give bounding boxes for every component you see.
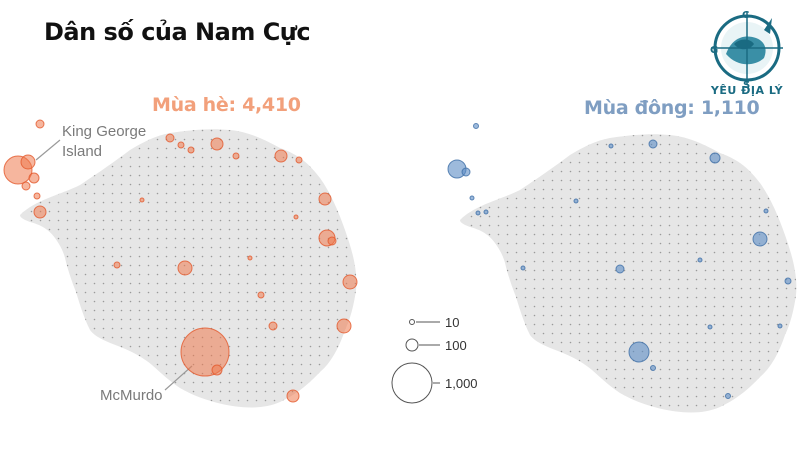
station-bubble [342, 274, 358, 290]
station-bubble [648, 139, 658, 149]
station-bubble [608, 143, 614, 149]
station-bubble [520, 265, 526, 271]
yeu-dia-ly-logo: C G S YÊU ĐỊA LÝ [704, 8, 790, 106]
station-bubble [293, 214, 299, 220]
station-bubble [165, 133, 175, 143]
station-bubble [483, 209, 489, 215]
king-george-leader-line [35, 139, 61, 161]
station-bubble [784, 277, 792, 285]
station-bubble [180, 327, 230, 377]
summer-population-label: Mùa hè: 4,410 [152, 94, 301, 116]
station-bubble [20, 154, 36, 170]
station-bubble [268, 321, 278, 331]
logo-text: YÊU ĐỊA LÝ [710, 84, 784, 97]
station-bubble [232, 152, 240, 160]
station-bubble [475, 210, 481, 216]
legend-circle-10 [409, 319, 415, 325]
station-bubble [763, 208, 769, 214]
station-bubble [257, 291, 265, 299]
station-bubble [247, 255, 253, 261]
station-bubble [628, 341, 650, 363]
station-bubble [210, 137, 224, 151]
legend-label-100: 100 [445, 338, 467, 353]
station-bubble [295, 156, 303, 164]
station-bubble [336, 318, 352, 334]
station-bubble [707, 324, 713, 330]
station-bubble [139, 197, 145, 203]
compass-globe-icon: C G S [710, 10, 783, 91]
station-bubble [777, 323, 783, 329]
station-bubble [21, 181, 31, 191]
station-bubble [177, 141, 185, 149]
station-bubble [650, 365, 656, 371]
mcmurdo-leader-line [164, 365, 193, 391]
continent-winter [460, 134, 797, 413]
station-bubble [28, 172, 40, 184]
station-bubble [211, 364, 223, 376]
station-bubble [187, 146, 195, 154]
station-bubble [709, 152, 721, 164]
size-legend [391, 319, 440, 404]
station-bubble [697, 257, 703, 263]
legend-label-10: 10 [445, 315, 460, 330]
station-bubble [615, 264, 625, 274]
legend-circle-1000 [391, 362, 433, 404]
page-title: Dân số của Nam Cực [44, 18, 311, 46]
station-bubble [469, 195, 475, 201]
station-bubble [286, 389, 300, 403]
winter-stations [447, 123, 792, 399]
station-bubble [35, 119, 45, 129]
station-bubble [177, 260, 193, 276]
station-bubble [318, 192, 332, 206]
station-bubble [473, 123, 479, 129]
station-bubble [274, 149, 288, 163]
legend-label-1000: 1,000 [445, 376, 478, 391]
logo-letter-g: G [710, 45, 718, 56]
station-bubble [327, 236, 337, 246]
station-bubble [113, 261, 121, 269]
winter-population-label: Mùa đông: 1,110 [584, 97, 760, 119]
logo-letter-s: S [743, 80, 750, 88]
logo-letter-c: C [742, 10, 749, 21]
summer-stations [3, 119, 358, 403]
station-bubble [752, 231, 768, 247]
station-bubble [33, 205, 47, 219]
mcmurdo-label: McMurdo [100, 387, 163, 404]
station-bubble [725, 393, 731, 399]
station-bubble [573, 198, 579, 204]
king-george-island-label: King George Island [62, 123, 147, 160]
legend-circle-100 [405, 338, 419, 352]
station-bubble [33, 192, 41, 200]
station-bubble [461, 167, 471, 177]
